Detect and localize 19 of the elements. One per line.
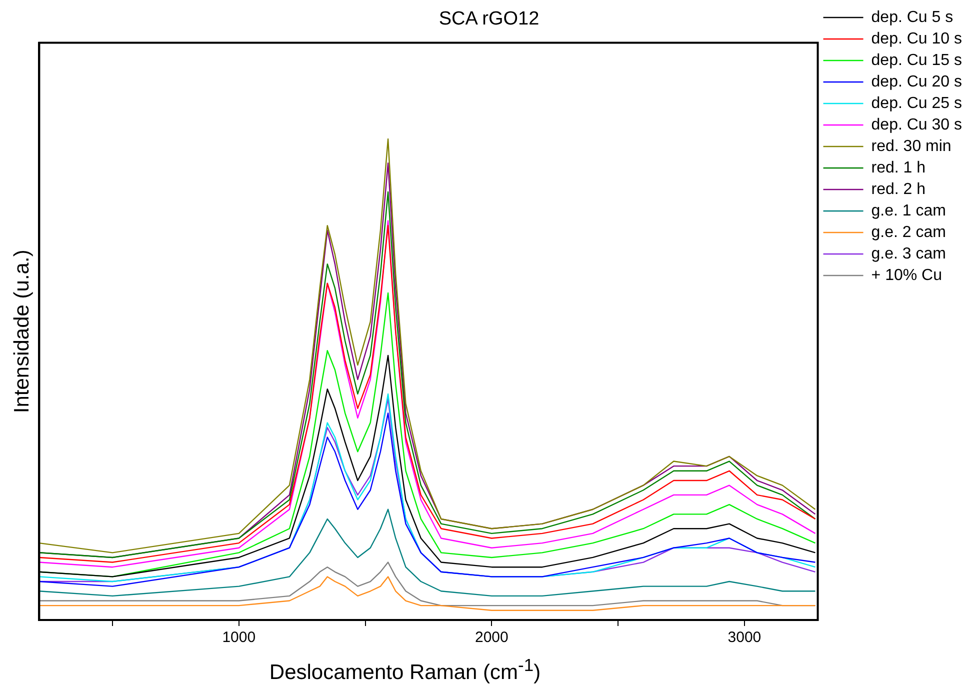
- legend-label: dep. Cu 25 s: [871, 94, 962, 112]
- legend-label: dep. Cu 30 s: [871, 116, 962, 134]
- legend-label: red. 1 h: [871, 159, 926, 176]
- legend-label: dep. Cu 10 s: [871, 30, 962, 48]
- y-axis-title: Intensidade (u.a.): [10, 250, 34, 414]
- legend-label: dep. Cu 5 s: [871, 8, 954, 26]
- legend-label: + 10% Cu: [871, 266, 942, 284]
- x-axis-title: Deslocamento Raman (cm$^{-1}$): [268, 655, 542, 685]
- x-tick-label: 2000: [474, 629, 508, 646]
- chart-title: SCA rGO12: [438, 8, 540, 30]
- legend-label: g.e. 2 cam: [871, 224, 946, 241]
- legend-label: red. 30 min: [871, 138, 952, 155]
- legend-label: red. 2 h: [871, 180, 926, 198]
- x-tick-label: 1000: [222, 629, 256, 646]
- legend-label: dep. Cu 15 s: [871, 52, 962, 69]
- legend-label: g.e. 1 cam: [871, 202, 946, 220]
- x-tick-label: 3000: [728, 629, 762, 646]
- legend-label: g.e. 3 cam: [871, 245, 946, 262]
- legend-label: dep. Cu 20 s: [871, 73, 962, 90]
